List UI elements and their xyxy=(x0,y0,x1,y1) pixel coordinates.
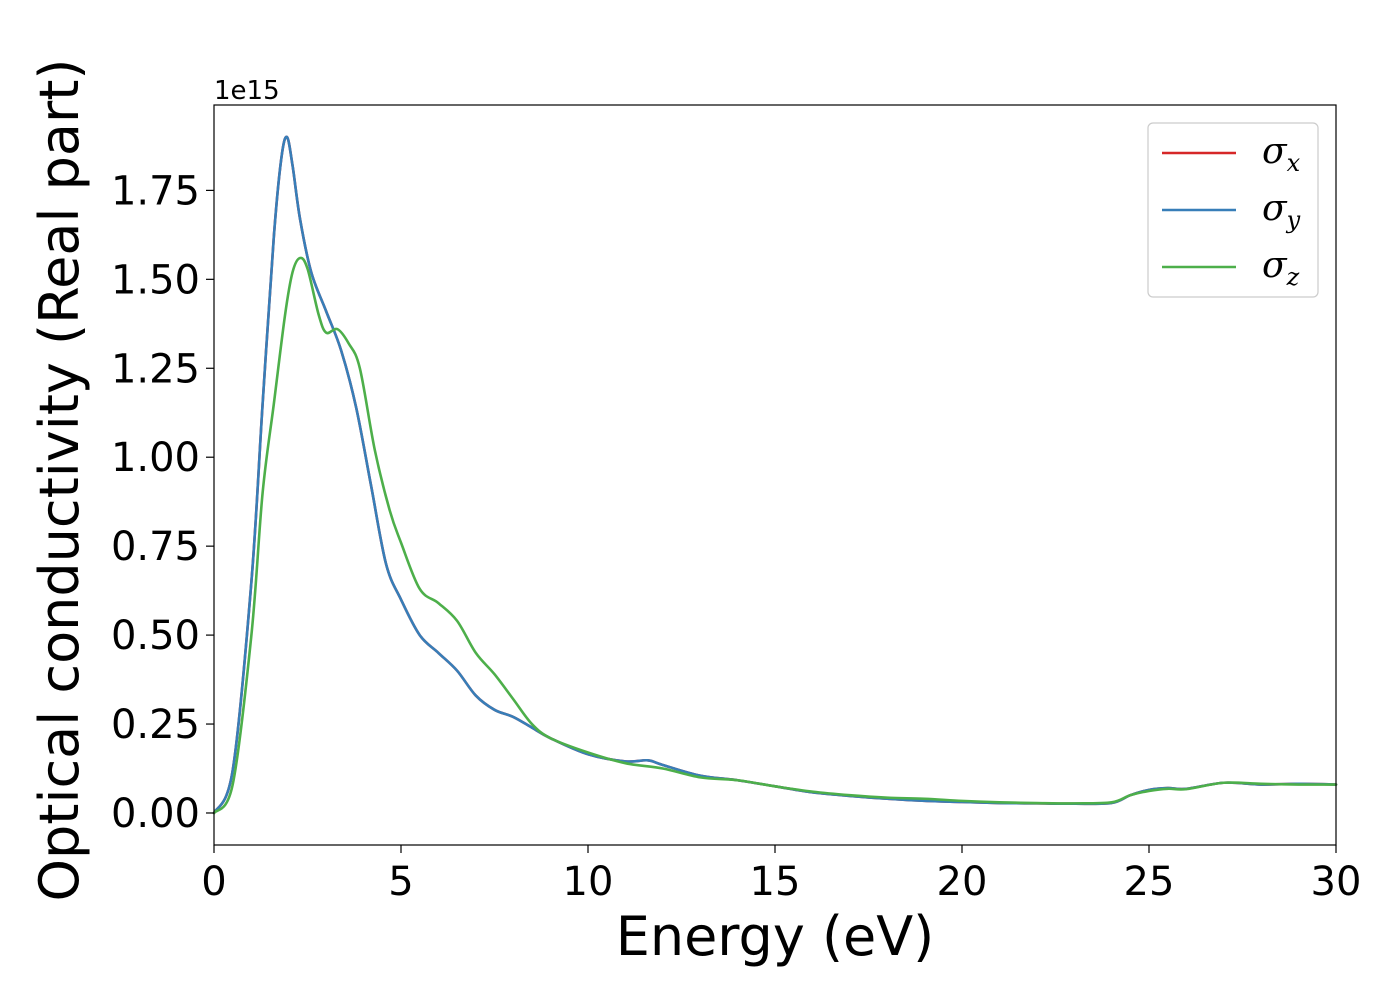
legend: σx σy σz xyxy=(1147,122,1319,298)
x-axis: 0 5 10 15 20 25 30 xyxy=(201,845,1361,905)
y-axis-title: Optical conductivity (Real part) xyxy=(28,59,91,902)
legend-label-z: σz xyxy=(1262,245,1300,291)
x-tick-label: 15 xyxy=(750,859,801,905)
x-tick-label: 25 xyxy=(1124,859,1175,905)
x-axis-title: Energy (eV) xyxy=(616,905,935,968)
y-axis: 0.00 0.25 0.50 0.75 1.00 1.25 1.50 1.75 xyxy=(111,168,214,837)
legend-label-x: σx xyxy=(1262,131,1301,177)
series-layer xyxy=(212,135,1338,815)
y-offset-label: 1e15 xyxy=(214,76,280,106)
y-tick-label: 1.00 xyxy=(111,435,200,481)
x-tick-label: 5 xyxy=(388,859,413,905)
y-tick-label: 1.25 xyxy=(111,346,200,392)
x-tick-label: 10 xyxy=(563,859,614,905)
y-tick-label: 0.75 xyxy=(111,524,200,570)
series-line-z xyxy=(212,256,1338,815)
x-tick-label: 20 xyxy=(937,859,988,905)
y-tick-label: 0.25 xyxy=(111,702,200,748)
x-tick-label: 30 xyxy=(1311,859,1362,905)
y-tick-label: 0.50 xyxy=(111,613,200,659)
y-tick-label: 1.75 xyxy=(111,168,200,214)
y-tick-label: 1.50 xyxy=(111,257,200,303)
y-tick-label: 0.00 xyxy=(111,791,200,837)
x-tick-label: 0 xyxy=(201,859,226,905)
legend-label-y: σy xyxy=(1262,188,1301,234)
